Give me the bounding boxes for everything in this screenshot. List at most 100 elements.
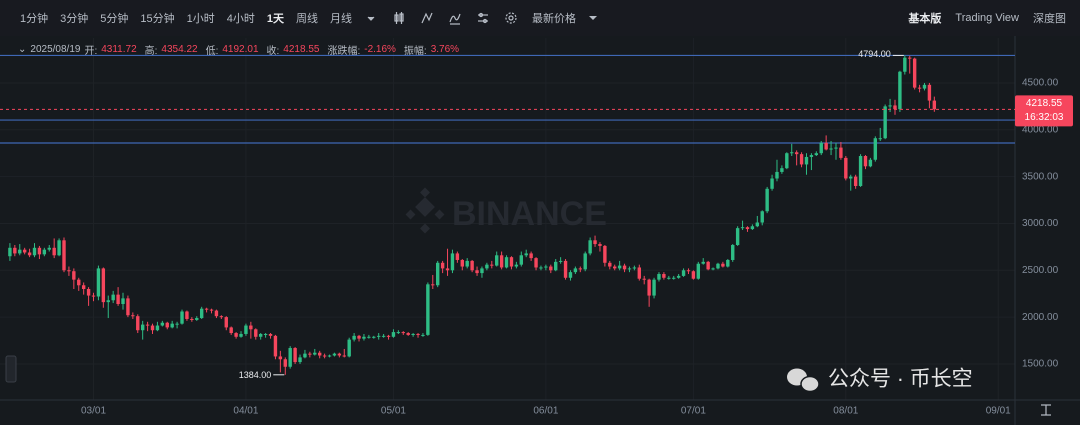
candle-body [912, 58, 917, 88]
price-tag-countdown: 16:32:03 [1025, 112, 1064, 123]
view-button[interactable]: Trading View [955, 12, 1019, 24]
candle-body [273, 335, 278, 357]
x-tick-label: 06/01 [533, 406, 558, 417]
interval-button[interactable]: 月线 [330, 13, 352, 25]
info-date: 2025/08/19 [30, 43, 81, 55]
candle-body [844, 157, 848, 179]
candle-body [809, 155, 814, 157]
candle-body [209, 309, 214, 311]
candle-body [711, 268, 715, 270]
candle-body [834, 147, 838, 149]
candle-body [868, 159, 873, 167]
collapse-toggle[interactable]: ⌄ [18, 43, 27, 55]
info-label: 开: [84, 45, 98, 57]
candle-body [455, 253, 460, 260]
interval-button[interactable]: 15分钟 [140, 13, 175, 25]
candle-body [667, 277, 671, 279]
candle-body [927, 84, 932, 101]
candle-body [563, 260, 568, 278]
candle-body [121, 298, 125, 304]
caret-glyph [589, 16, 597, 20]
ohlc-info: ⌄ 2025/08/19 开: 4311.72 高: 4354.22 低: 4192.01… [0, 40, 467, 58]
info-value: 4218.55 [283, 43, 320, 55]
candle-body [829, 148, 833, 150]
candle-body [701, 261, 705, 264]
candle-body [686, 270, 691, 272]
y-tick-label: 2000.00 [1022, 312, 1059, 323]
interval-button[interactable]: 5分钟 [100, 13, 129, 25]
candle-body [475, 270, 479, 274]
y-tick-label: 3000.00 [1022, 218, 1059, 229]
candle-body [411, 333, 415, 335]
settings-glyph [505, 12, 517, 24]
candle-body [101, 268, 106, 303]
interval-button[interactable]: 3分钟 [60, 13, 89, 25]
price-type[interactable]: 最新价格 [532, 13, 576, 25]
more-intervals[interactable] [364, 11, 378, 25]
candle-body [598, 244, 602, 246]
candle-body [657, 274, 661, 280]
candle-body [342, 355, 346, 357]
candle-body [932, 100, 937, 110]
chart-type-glyph [394, 12, 404, 24]
candle-body [721, 263, 725, 267]
candle-body [465, 260, 469, 267]
candle-body [317, 352, 322, 356]
candle-body [681, 270, 686, 276]
settings[interactable] [504, 11, 518, 25]
candle-body [440, 262, 445, 269]
candle-body [799, 154, 804, 165]
interval-button[interactable]: 1小时 [186, 13, 215, 25]
interval-button[interactable]: 周线 [296, 13, 318, 25]
candle-body [642, 278, 646, 280]
axis-settings-icon[interactable] [1041, 404, 1051, 416]
chart-type[interactable] [392, 11, 406, 25]
view-button[interactable]: 基本版 [908, 13, 942, 25]
toolbar: 1分钟 3分钟 5分钟 15分钟 1小时 4小时 1天 周线 月线 最新价格 基本版 Trading … [0, 0, 1080, 36]
candle-body [485, 264, 489, 269]
candle-body [878, 138, 882, 140]
price-type-caret[interactable] [588, 13, 598, 23]
candle-body [691, 271, 696, 279]
watermark-logo [405, 187, 445, 234]
candle-body [888, 105, 892, 107]
interval-button[interactable]: 4小时 [226, 13, 255, 25]
layout[interactable] [476, 11, 490, 25]
candle-body [293, 348, 297, 363]
candle-body [111, 294, 115, 301]
candle-body [180, 311, 184, 324]
candle-body [603, 245, 607, 263]
x-tick-label: 04/01 [233, 406, 258, 417]
candle-body [593, 240, 597, 245]
interval-button[interactable]: 1天 [266, 13, 284, 25]
candle-body [401, 332, 405, 334]
candle-body [165, 322, 169, 328]
candle-body [470, 260, 474, 271]
candle-body [672, 277, 676, 279]
price-tag [1015, 95, 1073, 127]
candle-body [372, 336, 376, 338]
candle-body [534, 258, 538, 268]
draw-tools[interactable] [420, 11, 434, 25]
view-button[interactable]: 深度图 [1033, 13, 1066, 25]
candle-body [445, 268, 450, 271]
candle-body [126, 298, 130, 316]
indicators[interactable] [448, 11, 462, 25]
candle-body [131, 315, 135, 317]
candle-body [175, 323, 179, 325]
candle-body [81, 285, 86, 290]
candle-body [839, 147, 843, 158]
candle-body [780, 168, 784, 172]
candle-body [42, 249, 47, 255]
interval-button[interactable]: 1分钟 [20, 13, 49, 25]
candle-body [775, 171, 779, 179]
candle-body [903, 57, 907, 72]
candle-body [18, 249, 22, 254]
candle-body [632, 267, 637, 269]
candle-body [303, 353, 307, 358]
candle-body [814, 153, 819, 156]
candle-body [376, 335, 381, 337]
candle-body [170, 323, 174, 328]
candle-body [278, 356, 283, 360]
candle-body [352, 335, 356, 340]
